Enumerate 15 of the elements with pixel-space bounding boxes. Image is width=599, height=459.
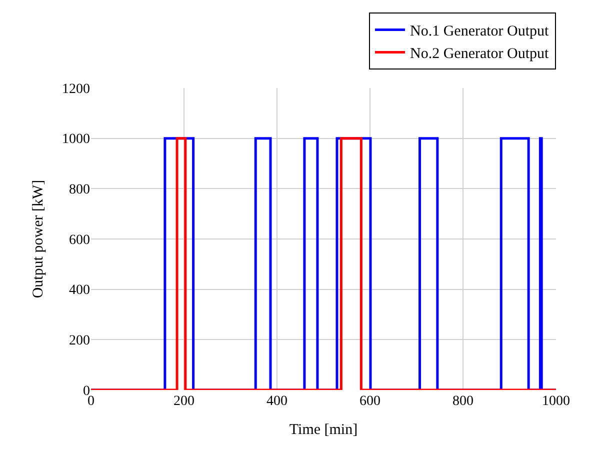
x-tick-label: 800 <box>452 394 474 409</box>
y-tick-label: 1000 <box>62 132 90 148</box>
y-axis-title: Output power [kW] <box>30 180 46 298</box>
y-tick-label: 800 <box>69 182 90 198</box>
x-tick-label: 1000 <box>542 394 570 409</box>
y-tick-label: 200 <box>69 334 90 349</box>
y-tick-label: 600 <box>69 232 90 248</box>
x-tick-label: 400 <box>266 394 288 409</box>
x-axis-title: Time [min] <box>289 422 358 438</box>
x-tick-label: 600 <box>360 394 380 409</box>
legend-label: No.2 Generator Output <box>410 46 550 62</box>
x-tick-label: 200 <box>174 394 194 409</box>
legend-label: No.1 Generator Output <box>410 24 550 40</box>
y-tick-label: 400 <box>69 283 90 298</box>
y-tick-label: 1200 <box>62 82 90 97</box>
